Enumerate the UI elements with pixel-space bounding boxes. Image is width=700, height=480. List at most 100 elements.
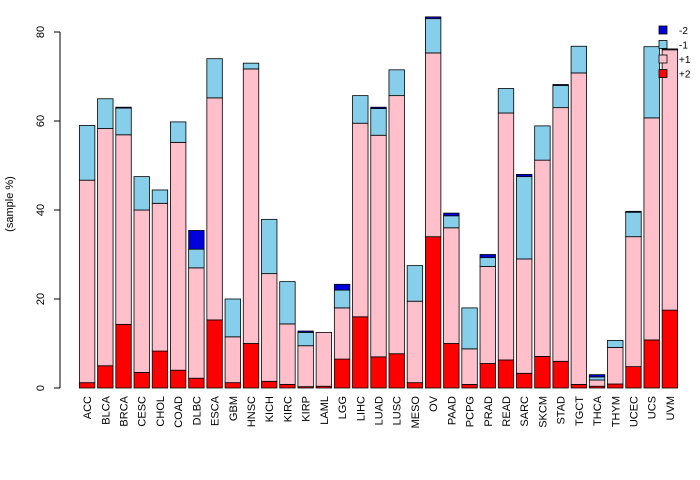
bar-group-paad (443, 212, 460, 389)
x-tick-label: MESO (410, 396, 422, 429)
x-tick-label: DLBC (191, 396, 203, 425)
bar-group-blca (97, 98, 114, 389)
bar-ov-plus2 (424, 236, 442, 389)
bar-blca-plus1 (97, 128, 114, 367)
bar-group-meso (406, 265, 424, 389)
bar-lusc-plus2 (388, 353, 405, 389)
bar-ucs-plus2 (643, 339, 660, 389)
bar-blca-minus1 (97, 98, 114, 129)
bar-tgct-plus2 (570, 384, 587, 389)
bar-esca-minus1 (206, 58, 223, 99)
bar-lgg-minus2 (333, 283, 351, 291)
bar-ov-minus1 (424, 18, 442, 54)
y-tick-label: 40 (35, 204, 47, 216)
bar-paad-plus2 (443, 343, 460, 389)
bar-group-laml (315, 331, 332, 389)
bar-meso-plus2 (406, 382, 424, 389)
x-tick-label: KICH (264, 396, 276, 422)
bar-thca-minus2 (588, 374, 606, 378)
bar-stad-minus1 (552, 85, 569, 109)
bar-kirc-minus1 (279, 281, 296, 325)
x-tick-label: HNSC (246, 396, 258, 427)
x-tick-label: THYM (610, 396, 622, 427)
legend-item: +1 (658, 54, 691, 66)
x-tick-label: LUAD (374, 396, 386, 425)
y-axis-label: (sample %) (4, 176, 16, 232)
x-axis-tick-labels: ACC BLCA BRCA CESC CHOL COAD DLBC ESCA GBM HNSC KI… (82, 395, 677, 428)
x-tick-label: LIHC (355, 396, 367, 421)
x-tick-label: TGCT (574, 396, 586, 426)
bar-group-tgct (570, 45, 587, 389)
bar-acc-plus1 (78, 179, 96, 384)
bar-meso-minus1 (406, 265, 424, 302)
legend: -2 -1 +1 +2 (658, 25, 691, 81)
x-tick-label: THCA (592, 395, 604, 426)
bar-coad-plus2 (170, 369, 187, 389)
legend-label: +2 (679, 70, 691, 81)
bar-coad-plus1 (170, 141, 187, 371)
bar-prad-plus1 (479, 266, 496, 364)
x-tick-label: SKCM (537, 396, 549, 428)
bar-sarc-plus2 (516, 372, 533, 389)
bar-kich-minus1 (261, 218, 278, 275)
legend-item: -1 (658, 40, 688, 52)
bar-acc-minus1 (78, 125, 96, 181)
bar-chol-plus2 (151, 350, 169, 389)
bar-group-thca (588, 374, 606, 389)
x-tick-label: ESCA (210, 395, 222, 426)
bar-paad-minus1 (443, 215, 460, 229)
bar-group-ov (424, 16, 442, 389)
bar-lgg-plus2 (333, 358, 351, 389)
bar-group-lusc (388, 69, 405, 389)
bar-kirp-plus1 (297, 345, 314, 388)
bar-dlbc-minus2 (188, 230, 205, 250)
bar-esca-plus1 (206, 97, 223, 321)
bar-group-brca (115, 106, 132, 389)
bar-ucec-plus1 (625, 236, 642, 368)
bars (78, 16, 679, 389)
bar-laml-plus1 (315, 331, 332, 387)
bar-group-thym (607, 339, 624, 389)
bar-read-minus1 (497, 88, 515, 114)
bar-luad-plus1 (370, 134, 387, 358)
bar-group-lgg (333, 283, 351, 389)
legend-swatch (658, 54, 668, 64)
bar-ov-minus2 (424, 16, 442, 20)
bar-group-hnsc (242, 62, 260, 389)
bar-lihc-plus1 (352, 122, 369, 318)
bar-tgct-plus1 (570, 72, 587, 385)
bar-tgct-minus1 (570, 45, 587, 74)
bar-paad-minus2 (443, 212, 460, 217)
bar-kich-plus2 (261, 380, 278, 389)
x-tick-label: PAAD (446, 396, 458, 425)
bar-thym-plus1 (607, 347, 624, 385)
bar-stad-plus1 (552, 107, 569, 362)
bar-chol-plus1 (151, 202, 169, 352)
bar-dlbc-minus1 (188, 248, 205, 269)
bar-ucec-minus1 (625, 211, 642, 238)
bar-group-esca (206, 58, 223, 389)
bar-paad-plus1 (443, 227, 460, 344)
bar-stad-plus2 (552, 360, 569, 389)
bar-meso-plus1 (406, 300, 424, 384)
y-tick-label: 80 (35, 26, 47, 38)
x-tick-label: COAD (173, 396, 185, 428)
bar-group-ucs (643, 46, 660, 389)
bar-read-plus2 (497, 359, 515, 389)
bar-group-coad (170, 121, 187, 389)
bar-ucec-plus2 (625, 366, 642, 389)
x-tick-label: BRCA (119, 395, 131, 426)
y-tick-label: 20 (35, 293, 47, 305)
bar-gbm-plus2 (224, 382, 241, 389)
bar-group-read (497, 88, 515, 389)
bar-chol-minus1 (151, 189, 169, 204)
bar-lgg-minus1 (333, 289, 351, 309)
bar-ucec-minus2 (625, 210, 642, 213)
bar-cesc-plus2 (133, 372, 150, 389)
bar-ov-plus1 (424, 52, 442, 238)
x-tick-label: PCPG (465, 396, 477, 427)
bar-hnsc-minus1 (242, 62, 260, 70)
y-tick-label: 0 (35, 385, 47, 391)
bar-sarc-plus1 (516, 258, 533, 374)
bar-gbm-minus1 (224, 298, 241, 338)
